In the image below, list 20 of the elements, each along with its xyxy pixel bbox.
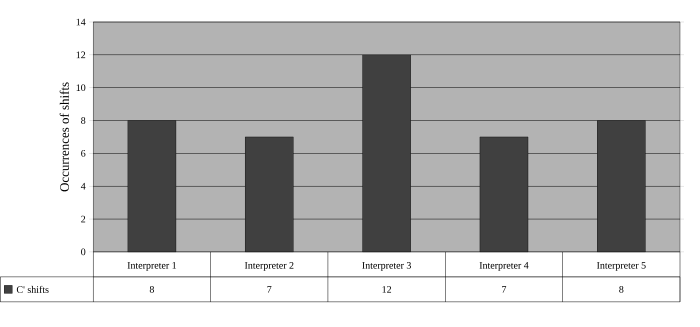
- y-tick-label: 8: [81, 117, 86, 124]
- x-tick-label: Interpreter 2: [244, 262, 294, 271]
- x-tick-label: Interpreter 3: [362, 262, 411, 271]
- data-label: 12: [382, 286, 392, 293]
- y-tick-label: 4: [80, 182, 86, 190]
- data-label: 8: [619, 286, 624, 293]
- y-tick-label: 0: [81, 248, 86, 256]
- x-tick-label: Interpreter 4: [480, 262, 529, 271]
- y-tick-label: 10: [76, 84, 86, 92]
- y-tick-label: 14: [76, 18, 86, 26]
- y-axis-title: Occurrences of shifts: [60, 82, 69, 192]
- y-tick-label: 2: [81, 216, 86, 222]
- x-tick-label: Interpreter 5: [596, 262, 646, 271]
- y-tick-label: 6: [81, 150, 86, 157]
- data-label: 8: [150, 286, 154, 293]
- x-tick-label: Interpreter 1: [128, 262, 176, 271]
- legend-label: C' shifts: [16, 286, 49, 294]
- data-label: 7: [267, 286, 272, 293]
- y-tick-label: 12: [76, 52, 86, 58]
- data-label: 7: [502, 286, 506, 293]
